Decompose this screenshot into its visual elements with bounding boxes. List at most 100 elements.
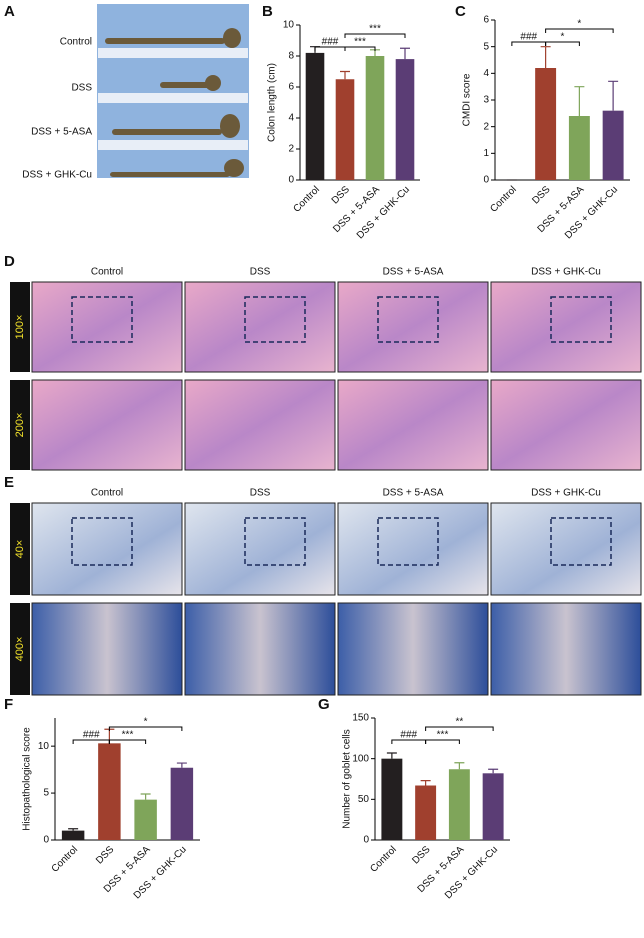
bar [568, 116, 590, 180]
bar [602, 110, 624, 180]
y-tick-label: 1 [483, 148, 489, 159]
significance-label: * [144, 717, 148, 728]
row-label-box [10, 282, 30, 372]
zoom-box [550, 296, 612, 343]
micrograph [184, 379, 336, 471]
y-tick-label: 2 [483, 121, 489, 132]
bar [482, 773, 504, 840]
group-label: DSS + 5-ASA [31, 127, 92, 138]
bar [415, 785, 437, 840]
micrograph [490, 602, 642, 696]
significance-bracket [108, 726, 183, 731]
bar [381, 758, 403, 840]
error-bar [400, 47, 410, 60]
panel-letter: F [4, 696, 13, 713]
significance-label: * [561, 32, 565, 43]
column-label: DSS + GHK-Cu [531, 488, 601, 499]
panel-letter: B [262, 3, 273, 20]
y-tick-label: 5 [43, 788, 49, 799]
error-bar [140, 793, 151, 800]
bar [365, 56, 385, 180]
micrograph [31, 502, 183, 596]
x-tick-label: DSS [330, 184, 353, 207]
x-tick-label: DSS [530, 184, 553, 207]
micrograph [337, 502, 489, 596]
y-axis-label: Histopathological score [22, 727, 33, 831]
y-tick-label: 100 [352, 753, 369, 764]
row-label-box [10, 603, 30, 695]
y-tick-label: 0 [483, 175, 489, 186]
y-tick-label: 0 [43, 835, 49, 846]
colon-samples [105, 28, 244, 177]
y-tick-label: 0 [363, 835, 369, 846]
error-bar [454, 762, 465, 770]
group-label: DSS + GHK-Cu [22, 170, 92, 181]
significance-bracket [344, 33, 406, 38]
significance-label: ### [83, 730, 100, 741]
y-tick-label: 150 [352, 713, 369, 724]
y-tick-label: 10 [38, 741, 50, 752]
y-tick-label: 4 [288, 113, 294, 124]
panel-letter: G [318, 696, 330, 713]
y-tick-label: 5 [483, 41, 489, 52]
magnification-label: 40× [14, 540, 26, 559]
y-axis-label: Number of goblet cells [342, 729, 353, 829]
zoom-box [550, 517, 612, 566]
bar [61, 830, 85, 840]
bar [535, 68, 557, 180]
zoom-box [244, 517, 306, 566]
significance-bracket [425, 739, 460, 744]
y-axis-label: CMDI score [462, 73, 473, 126]
zoom-box [377, 517, 439, 566]
x-tick-label: Control [291, 184, 322, 215]
y-tick-label: 50 [358, 794, 370, 805]
column-label: Control [91, 267, 123, 278]
column-label: DSS [250, 267, 271, 278]
significance-bracket [108, 739, 147, 744]
micrograph [337, 281, 489, 373]
micrograph [490, 502, 642, 596]
group-label: Control [60, 37, 92, 48]
error-bar [386, 752, 397, 759]
micrograph [490, 281, 642, 373]
panel-letter: C [455, 3, 466, 20]
panel-letter: A [4, 3, 15, 20]
bar [395, 59, 415, 180]
magnification-label: 100× [14, 315, 26, 340]
y-tick-label: 6 [288, 82, 294, 93]
bar [335, 79, 355, 180]
significance-bracket [425, 726, 494, 731]
micrograph [184, 602, 336, 696]
panel-letter: D [4, 253, 15, 270]
significance-bracket [545, 28, 614, 33]
y-tick-label: 8 [288, 51, 294, 62]
error-bar [68, 828, 79, 831]
column-label: DSS + 5-ASA [383, 267, 444, 278]
bar [448, 769, 470, 840]
error-bar [488, 768, 499, 774]
magnification-label: 200× [14, 413, 26, 438]
y-tick-label: 3 [483, 95, 489, 106]
error-bar [176, 762, 187, 768]
column-label: Control [91, 488, 123, 499]
error-bar [574, 86, 585, 116]
error-bar [340, 70, 350, 80]
significance-label: *** [354, 37, 366, 48]
bar [134, 799, 157, 840]
micrograph [31, 602, 183, 696]
zoom-box [71, 517, 133, 566]
micrograph [184, 281, 336, 373]
colon-photo [97, 4, 249, 178]
significance-label: ### [400, 730, 417, 741]
group-label: DSS [71, 83, 92, 94]
zoom-box [244, 296, 306, 343]
x-tick-label: Control [488, 184, 519, 215]
significance-label: ### [322, 37, 339, 48]
significance-label: ### [520, 32, 537, 43]
zoom-box [377, 296, 439, 343]
significance-label: *** [122, 730, 134, 741]
x-tick-label: DSS + GHK-Cu [355, 184, 412, 241]
significance-label: ** [455, 717, 463, 728]
panel-letter: E [4, 474, 14, 491]
